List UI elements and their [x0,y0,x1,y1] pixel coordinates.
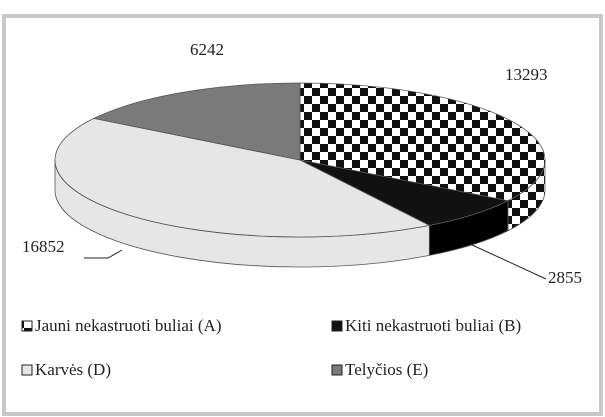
data-label: 6242 [190,40,224,59]
data-label: 13293 [505,65,548,84]
data-label: 16852 [22,237,65,256]
legend-label: Jauni nekastruoti buliai (A) [35,316,222,335]
legend-label: Telyčios (E) [345,360,428,379]
legend-swatch [21,320,33,332]
leader-line [84,249,123,259]
slice [299,159,510,226]
legend-swatch [331,320,343,332]
legend-label: Kiti nekastruoti buliai (B) [345,316,521,335]
slice [92,82,301,161]
slice [299,82,546,202]
data-label: 2855 [548,268,582,287]
legend-label: Karvės (D) [35,360,111,379]
slice [54,117,431,238]
legend-swatch [331,364,343,376]
legend: Jauni nekastruoti buliai (A) Kiti nekastr… [21,316,521,379]
legend-swatch [21,364,33,376]
leader-line [469,243,547,280]
pie: 13293 2855 16852 6242 [22,40,582,287]
